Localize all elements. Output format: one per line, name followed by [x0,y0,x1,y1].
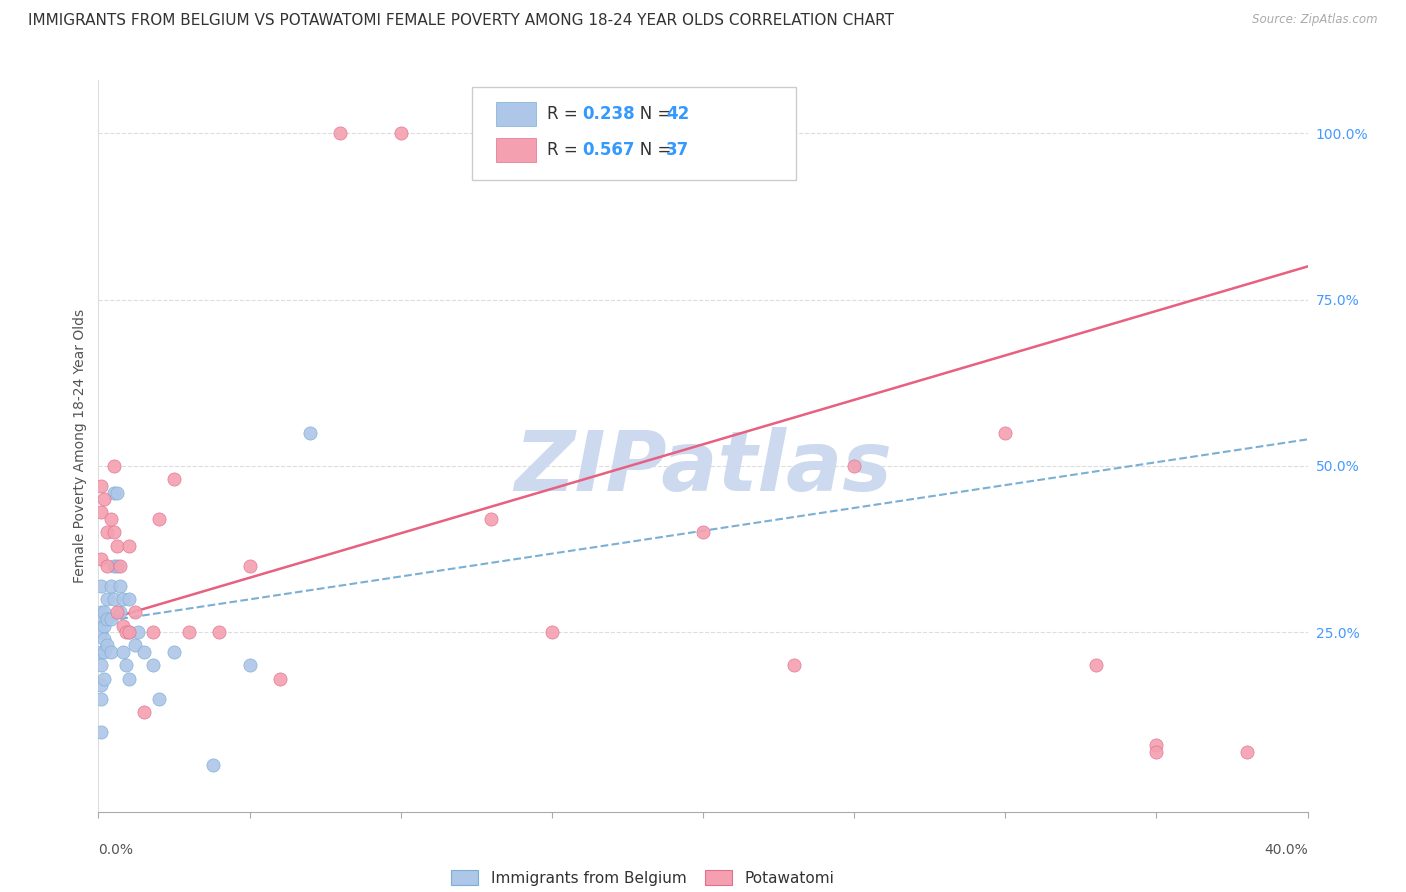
Point [329,127,352,141]
Point [90,691,112,706]
Point [90,645,112,659]
Point [100,645,122,659]
Text: R =: R = [547,141,583,159]
Point [103,591,125,606]
Point [118,539,141,553]
Text: 0.0%: 0.0% [98,843,134,857]
Point [208,625,231,640]
Point [105,485,128,500]
Point [1144,738,1167,752]
Point [93,605,115,619]
Text: Source: ZipAtlas.com: Source: ZipAtlas.com [1253,13,1378,27]
Point [114,625,136,640]
Point [124,605,146,619]
Point [540,625,562,640]
Point [100,612,122,626]
Point [96,612,118,626]
Point [100,579,122,593]
Point [299,425,322,440]
Point [90,658,112,673]
Point [118,672,141,686]
Point [118,591,141,606]
Point [90,552,112,566]
Point [111,645,134,659]
Point [96,639,118,653]
Point [269,672,291,686]
Point [90,506,112,520]
Point [844,458,866,473]
Point [96,525,118,540]
Point [90,678,112,692]
Point [90,579,112,593]
Text: 0.567: 0.567 [582,141,634,159]
Point [1236,745,1258,759]
Point [111,591,134,606]
Text: IMMIGRANTS FROM BELGIUM VS POTAWATOMI FEMALE POVERTY AMONG 18-24 YEAR OLDS CORRE: IMMIGRANTS FROM BELGIUM VS POTAWATOMI FE… [28,13,894,29]
Point [118,625,141,640]
Point [163,645,186,659]
Point [90,605,112,619]
Text: ZIPatlas: ZIPatlas [515,427,891,508]
Text: 0.238: 0.238 [582,105,634,123]
Point [93,632,115,646]
Point [782,658,804,673]
Point [132,645,155,659]
Text: 37: 37 [666,141,689,159]
Point [124,639,146,653]
Point [108,558,131,573]
Point [103,458,125,473]
Point [163,472,186,486]
Point [132,705,155,719]
Text: 40.0%: 40.0% [1264,843,1308,857]
Point [148,691,170,706]
Point [239,658,262,673]
Point [202,758,225,772]
Point [105,558,128,573]
Point [105,539,128,553]
Point [994,425,1017,440]
Point [103,525,125,540]
Point [142,625,165,640]
Point [177,625,201,640]
Point [148,512,170,526]
Point [481,512,503,526]
Point [96,591,118,606]
Point [93,618,115,632]
Text: R =: R = [547,105,583,123]
Y-axis label: Female Poverty Among 18-24 Year Olds: Female Poverty Among 18-24 Year Olds [73,309,87,583]
Point [389,127,412,141]
Point [93,645,115,659]
Point [118,625,141,640]
Point [90,612,112,626]
Point [108,605,131,619]
Point [142,658,165,673]
Point [127,625,149,640]
Point [96,558,118,573]
Text: N =: N = [624,141,676,159]
Point [692,525,714,540]
Point [111,618,134,632]
Point [1085,658,1108,673]
Point [114,658,136,673]
Text: N =: N = [624,105,676,123]
Point [93,492,115,507]
Point [90,625,112,640]
Point [93,672,115,686]
Point [103,558,125,573]
Point [100,512,122,526]
Point [239,558,262,573]
Point [105,605,128,619]
Point [103,485,125,500]
Text: 42: 42 [666,105,689,123]
Legend: Immigrants from Belgium, Potawatomi: Immigrants from Belgium, Potawatomi [444,863,841,892]
Point [108,579,131,593]
Point [90,725,112,739]
Point [1144,745,1167,759]
Point [90,479,112,493]
